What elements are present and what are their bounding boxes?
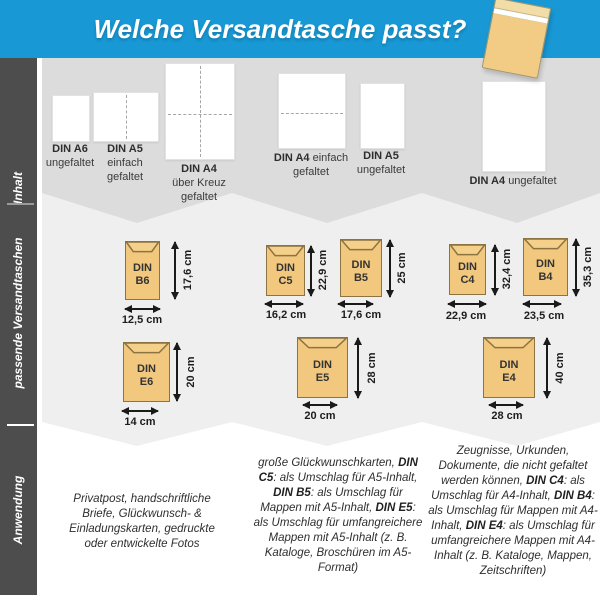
- paper-label: DIN A4 über Kreuz gefaltet: [172, 163, 226, 203]
- height-arrow: [306, 245, 315, 297]
- sidebar-divider: [7, 424, 34, 426]
- envelope-flap: [341, 240, 381, 251]
- width-label: 12,5 cm: [121, 314, 163, 326]
- sidebar-label-anwendung: Anwendung: [10, 475, 25, 545]
- envelope-din-e4: DIN E4: [483, 337, 535, 398]
- envelope-label: DIN B6: [133, 261, 152, 287]
- paper-label: DIN A6 ungefaltet: [45, 143, 95, 169]
- envelope-din-b5: DIN B5: [340, 239, 382, 297]
- height-label: 20 cm: [185, 356, 197, 388]
- envelope-flap: [126, 242, 159, 253]
- paper-din-a4-einfach: [278, 73, 346, 149]
- envelope-din-b6: DIN B6: [125, 241, 160, 300]
- paper-label: DIN A5 einfach gefaltet: [106, 143, 144, 183]
- envelope-din-b4: DIN B4: [523, 238, 568, 296]
- width-label: 20 cm: [304, 410, 336, 422]
- paper-din-a6: [52, 95, 90, 142]
- envelope-din-e5: DIN E5: [297, 337, 348, 398]
- paper-din-a4-kreuz: [165, 63, 235, 160]
- height-label: 35,3 cm: [582, 246, 594, 288]
- width-label: 16,2 cm: [265, 309, 307, 321]
- envelope-flap: [298, 338, 347, 349]
- width-arrow: [488, 400, 524, 409]
- width-arrow: [337, 299, 374, 308]
- width-label: 14 cm: [124, 416, 156, 428]
- envelope-din-c4: DIN C4: [449, 244, 486, 295]
- envelope-din-c5: DIN C5: [266, 245, 305, 296]
- height-arrow: [385, 239, 394, 298]
- envelope-flap: [267, 246, 304, 257]
- envelope-label: DIN C5: [276, 261, 295, 287]
- envelope-label: DIN E6: [137, 363, 156, 388]
- height-arrow: [542, 337, 551, 399]
- width-arrow: [302, 400, 338, 409]
- height-arrow: [353, 337, 362, 399]
- height-arrow: [172, 342, 181, 402]
- paper-label: DIN A4 ungefaltet: [469, 175, 557, 187]
- envelope-icon-body: [482, 13, 548, 78]
- height-arrow: [170, 241, 179, 300]
- envelope-flap: [450, 245, 485, 256]
- paper-label: DIN A4 einfach gefaltet: [273, 152, 349, 178]
- fold-line-vertical: [126, 95, 127, 139]
- envelope-flap: [484, 338, 534, 349]
- width-label: 22,9 cm: [445, 310, 487, 322]
- width-arrow: [447, 299, 487, 308]
- envelope-label: DIN E4: [499, 358, 519, 384]
- width-arrow: [264, 299, 304, 308]
- fold-line-vertical: [200, 66, 201, 157]
- width-arrow: [121, 406, 159, 415]
- height-label: 22,9 cm: [317, 249, 329, 291]
- envelope-label: DIN C4: [458, 260, 477, 286]
- sidebar-label-passende-versandtaschen: passende Versandtaschen: [10, 237, 25, 389]
- fold-line-horizontal: [168, 114, 232, 116]
- envelope-label: DIN B4: [536, 258, 555, 283]
- height-label: 40 cm: [554, 352, 566, 384]
- height-label: 28 cm: [366, 352, 378, 384]
- height-arrow: [490, 244, 499, 296]
- paper-din-a5-gefaltet: [93, 92, 159, 142]
- paper-din-a5: [360, 83, 405, 149]
- page-title: Welche Versandtasche passt?: [93, 14, 467, 44]
- width-label: 23,5 cm: [523, 310, 565, 322]
- width-label: 17,6 cm: [340, 309, 382, 321]
- paper-din-a4: [482, 81, 546, 172]
- sidebar-divider: [7, 203, 34, 205]
- envelope-label: DIN B5: [351, 259, 371, 284]
- height-label: 32,4 cm: [501, 248, 513, 290]
- fold-line-horizontal: [281, 113, 343, 115]
- width-arrow: [522, 299, 562, 308]
- width-arrow: [124, 304, 161, 313]
- height-label: 17,6 cm: [182, 249, 194, 291]
- anwendung-text-c4-b4-e4: Zeugnisse, Urkunden, Dokumente, die nich…: [428, 445, 598, 577]
- sidebar: Inhalt passende Versandtaschen Anwendung: [0, 58, 37, 595]
- height-arrow: [571, 238, 580, 297]
- envelope-flap: [524, 239, 567, 250]
- envelope-flap: [124, 343, 169, 354]
- width-label: 28 cm: [491, 410, 523, 422]
- envelope-label: DIN E5: [313, 358, 332, 384]
- anwendung-text-c5-b5-e5: große Glückwunschkarten, DIN C5: als Ums…: [253, 457, 423, 574]
- height-label: 25 cm: [396, 252, 408, 284]
- envelope-din-e6: DIN E6: [123, 342, 170, 402]
- anwendung-text-b6-e6: Privatpost, handschriftliche Briefe, Glü…: [69, 493, 215, 550]
- paper-label: DIN A5 ungefaltet: [356, 150, 406, 176]
